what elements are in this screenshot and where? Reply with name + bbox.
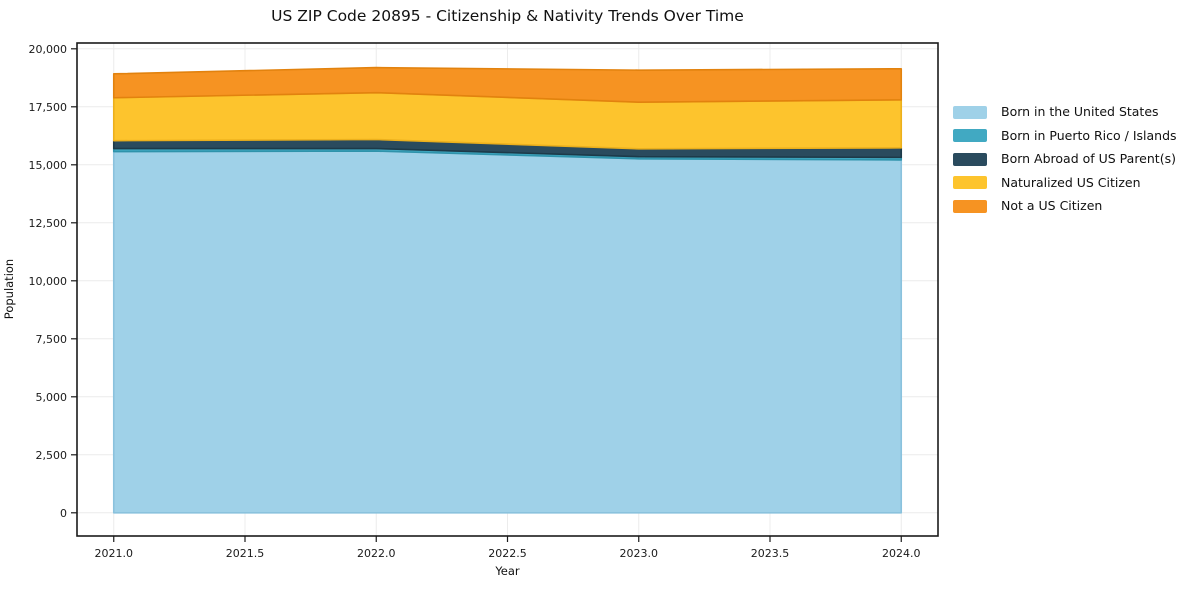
y-tick-label: 12,500 (29, 217, 68, 230)
y-tick-label: 5,000 (36, 391, 68, 404)
legend-label: Born Abroad of US Parent(s) (1001, 151, 1176, 166)
legend-swatch (953, 105, 987, 119)
legend-item: Born in the United States (953, 105, 1177, 119)
y-tick-label: 7,500 (36, 333, 68, 346)
x-tick-label: 2022.0 (357, 547, 396, 560)
y-axis-label: Population (2, 258, 16, 320)
legend-swatch (953, 129, 987, 142)
legend-item: Naturalized US Citizen (953, 174, 1177, 190)
x-tick-label: 2023.5 (751, 547, 790, 560)
y-tick-label: 15,000 (29, 159, 68, 172)
y-tick-label: 20,000 (29, 43, 68, 56)
area-series (112, 150, 903, 514)
y-tick-label: 2,500 (36, 449, 68, 462)
area-series (112, 66, 903, 103)
y-tick-label: 10,000 (29, 275, 68, 288)
x-tick-label: 2024.0 (882, 547, 921, 560)
x-axis-label: Year (495, 564, 520, 578)
legend: Born in the United States Born in Puerto … (953, 105, 1177, 213)
legend-label: Naturalized US Citizen (1001, 174, 1141, 190)
legend-label: Born in Puerto Rico / Islands (1001, 127, 1177, 143)
x-tick-label: 2023.0 (620, 547, 659, 560)
y-tick-label: 0 (60, 507, 67, 520)
x-tick-label: 2022.5 (488, 547, 527, 560)
legend-item: Born in Puerto Rico / Islands (953, 127, 1177, 143)
legend-label: Born in the United States (1001, 104, 1159, 119)
legend-item: Born Abroad of US Parent(s) (953, 152, 1177, 166)
chart-title: US ZIP Code 20895 - Citizenship & Nativi… (271, 7, 744, 25)
y-tick-label: 17,500 (29, 101, 68, 114)
legend-item: Not a US Citizen (953, 199, 1177, 213)
legend-swatch (953, 176, 987, 189)
legend-swatch (953, 199, 987, 213)
x-tick-label: 2021.0 (95, 547, 134, 560)
x-tick-label: 2021.5 (226, 547, 265, 560)
plot-border (76, 42, 939, 537)
legend-label: Not a US Citizen (1001, 198, 1103, 213)
legend-swatch (953, 152, 987, 166)
